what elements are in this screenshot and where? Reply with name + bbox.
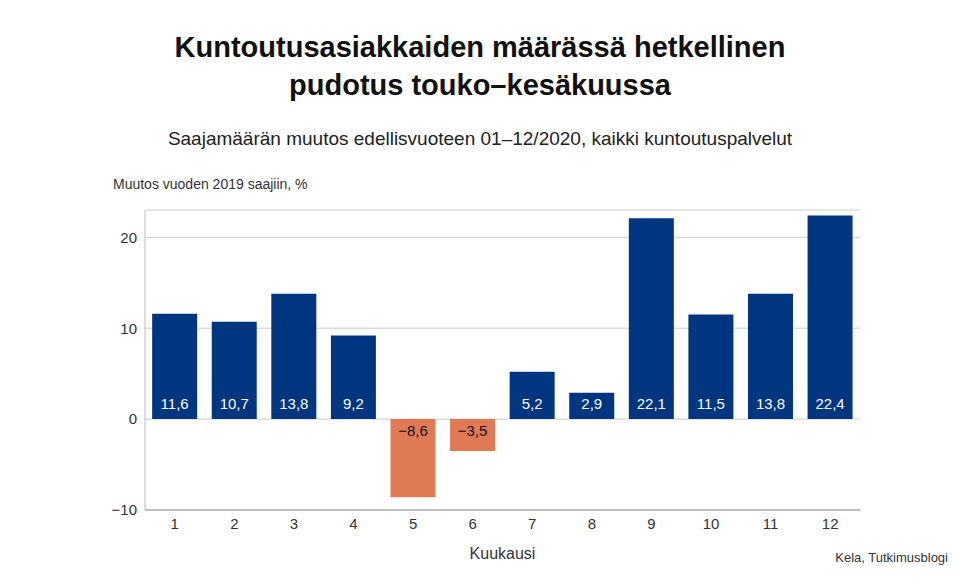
svg-text:11,6: 11,6 [161,395,189,412]
svg-text:9,2: 9,2 [343,395,364,412]
svg-text:12: 12 [822,515,839,532]
svg-text:5: 5 [409,515,417,532]
html-text:Kuntoutusasiakkaiden määrässä: Kuntoutusasiakkaiden määrässä hetkelline… [174,31,786,101]
svg-text:2,9: 2,9 [581,395,602,412]
svg-text:13,8: 13,8 [756,395,785,412]
svg-text:2: 2 [230,515,238,532]
svg-text:1: 1 [171,515,179,532]
svg-text:0: 0 [129,410,137,427]
svg-text:10: 10 [120,320,137,337]
svg-text:11: 11 [763,515,779,532]
svg-text:20: 20 [120,229,137,246]
html-text:Saajamäärän muutos edellisvuot: Saajamäärän muutos edellisvuoteen 01–12/… [167,128,793,149]
svg-text:5,2: 5,2 [522,395,543,412]
html-text:Kuukausi: Kuukausi [469,545,536,562]
html-text:Muutos vuoden 2019 saajiin, %: Muutos vuoden 2019 saajiin, % [113,176,308,192]
svg-text:9: 9 [647,515,655,532]
svg-text:22,4: 22,4 [815,395,844,412]
svg-text:−10: −10 [112,501,137,518]
svg-text:6: 6 [469,515,477,532]
svg-text:10,7: 10,7 [220,395,249,412]
svg-text:8: 8 [588,515,596,532]
svg-text:10: 10 [703,515,720,532]
svg-text:−3,5: −3,5 [458,422,488,439]
svg-text:4: 4 [349,515,357,532]
svg-text:11,5: 11,5 [697,395,725,412]
svg-text:7: 7 [528,515,536,532]
svg-text:13,8: 13,8 [279,395,308,412]
svg-text:22,1: 22,1 [637,395,666,412]
svg-text:3: 3 [290,515,298,532]
html-text:Kela, Tutkimusblogi: Kela, Tutkimusblogi [835,550,948,565]
svg-text:−8,6: −8,6 [398,422,428,439]
